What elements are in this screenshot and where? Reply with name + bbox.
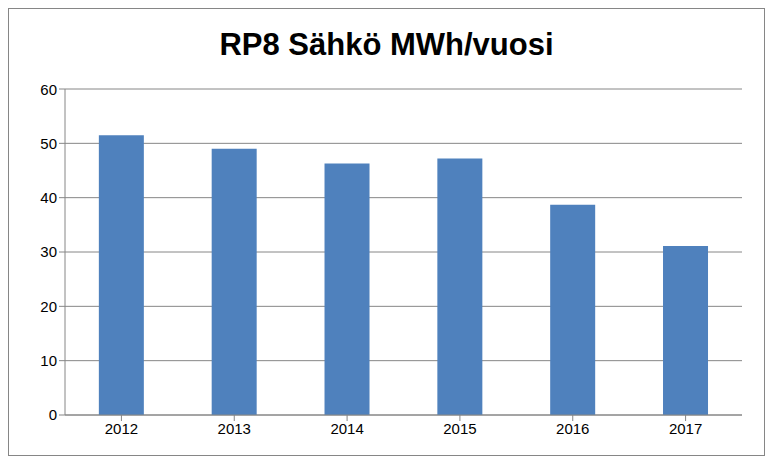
svg-text:2012: 2012: [105, 420, 138, 437]
svg-text:2014: 2014: [330, 420, 363, 437]
svg-text:20: 20: [40, 298, 57, 315]
svg-text:60: 60: [40, 81, 57, 98]
svg-text:30: 30: [40, 243, 57, 260]
svg-text:2013: 2013: [218, 420, 251, 437]
svg-text:2017: 2017: [669, 420, 702, 437]
svg-text:40: 40: [40, 189, 57, 206]
svg-text:2016: 2016: [556, 420, 589, 437]
svg-text:2015: 2015: [443, 420, 476, 437]
svg-text:50: 50: [40, 135, 57, 152]
svg-text:0: 0: [49, 406, 57, 423]
svg-text:10: 10: [40, 352, 57, 369]
html-text:RP8 Sähkö MWh/vuosi: RP8 Sähkö MWh/vuosi: [219, 27, 554, 62]
